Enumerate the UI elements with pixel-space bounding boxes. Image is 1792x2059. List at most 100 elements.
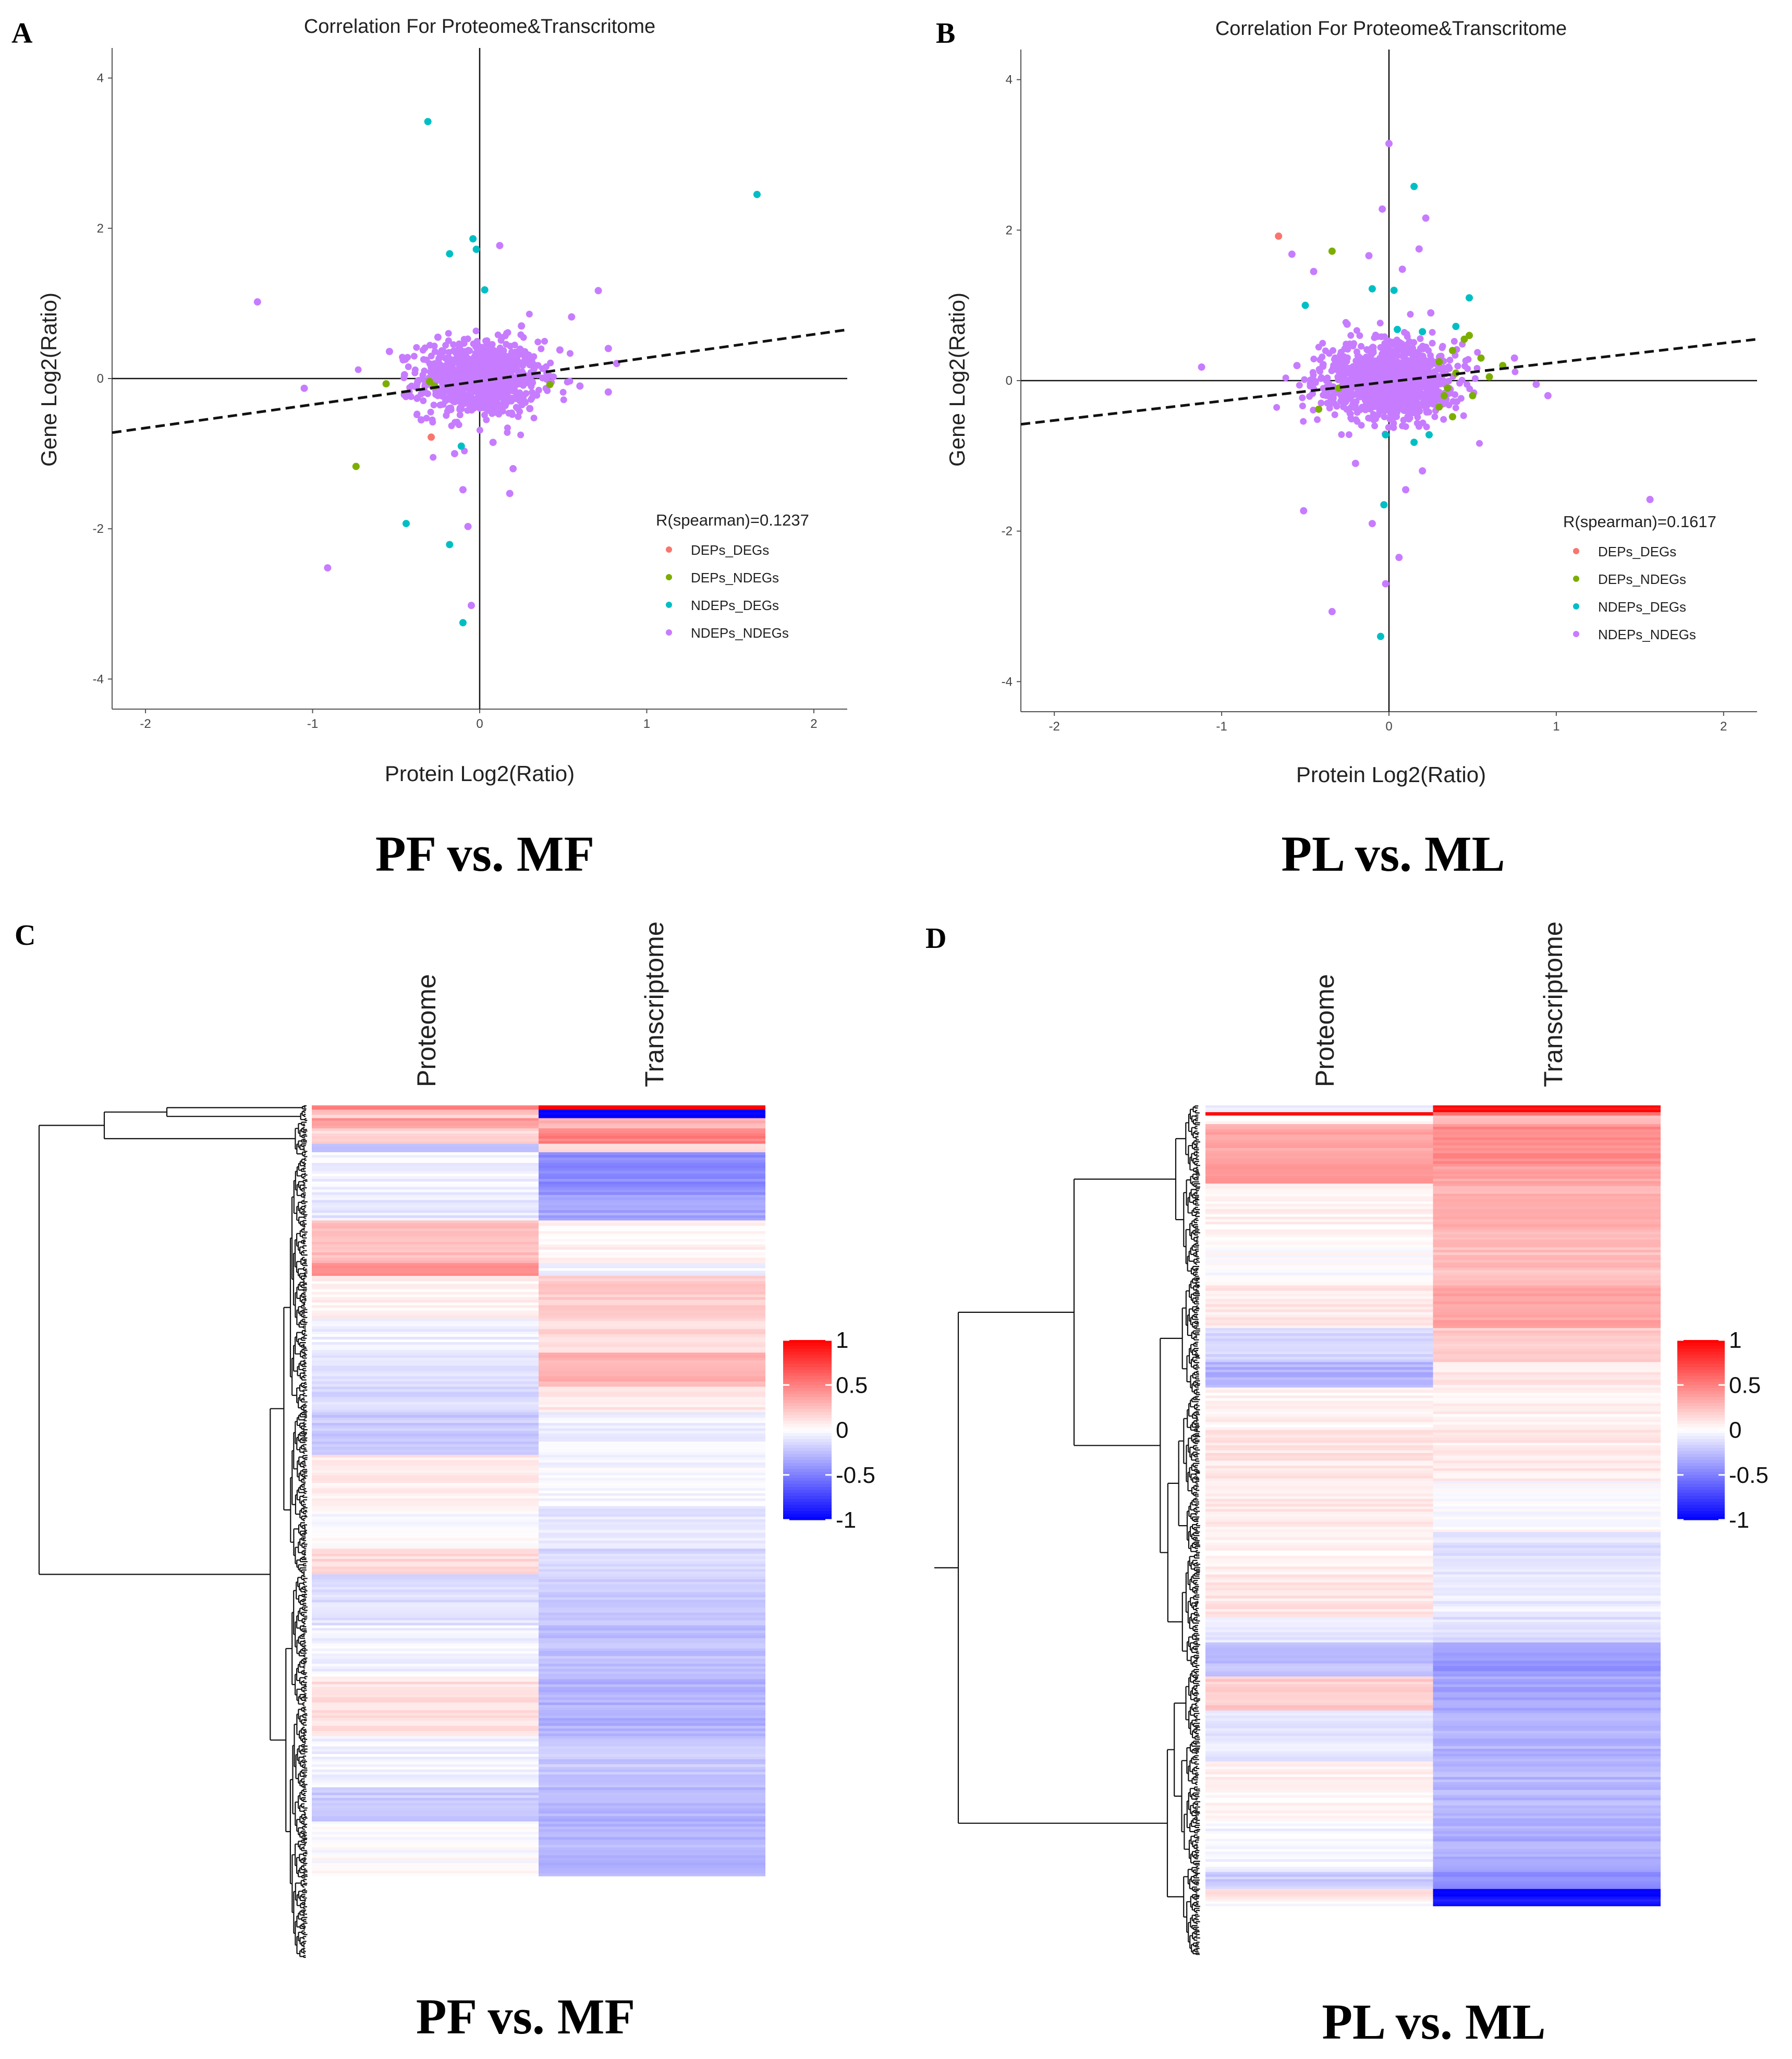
data-point-ndeps-ndegs-a xyxy=(403,393,410,400)
data-point-ndeps-ndegs-b xyxy=(1422,377,1429,384)
data-point-ndeps-ndegs-b xyxy=(1323,377,1330,384)
heat-cell-c xyxy=(539,1197,765,1201)
heat-cell-d xyxy=(1433,1314,1661,1318)
heat-cell-c xyxy=(312,1845,539,1848)
heat-cell-d xyxy=(1433,1617,1661,1620)
data-point-ndeps-degs-b xyxy=(1419,328,1427,336)
data-point-ndeps-ndegs-b xyxy=(1464,381,1471,388)
trend-line-b xyxy=(1020,338,1758,426)
heat-cell-d xyxy=(1433,1532,1661,1535)
colorbar-segment-d xyxy=(1677,1349,1725,1353)
heat-cell-d xyxy=(1205,1566,1433,1570)
heat-cell-d xyxy=(1433,1450,1661,1454)
data-point-ndeps-ndegs-b xyxy=(1471,375,1479,382)
heat-cell-c xyxy=(312,1228,539,1232)
chart-title-a: Correlation For Proteome&Transcritome xyxy=(304,16,655,38)
heat-cell-d xyxy=(1205,1614,1433,1617)
heat-cell-c xyxy=(312,1426,539,1429)
heat-cell-d xyxy=(1205,1640,1433,1643)
heat-cell-d xyxy=(1433,1715,1661,1719)
heat-cell-d xyxy=(1433,1374,1661,1378)
heat-cell-d xyxy=(1433,1171,1661,1174)
heat-cell-c xyxy=(312,1131,539,1134)
heat-cell-c xyxy=(312,1689,539,1692)
heat-cell-c xyxy=(312,1299,539,1303)
heat-cell-d xyxy=(1433,1537,1661,1541)
heat-cell-d xyxy=(1205,1178,1433,1181)
data-point-ndeps-ndegs-b xyxy=(1460,412,1467,419)
heat-cell-d xyxy=(1433,1648,1661,1651)
heat-cell-c xyxy=(312,1777,539,1780)
heat-cell-c xyxy=(539,1663,765,1667)
heat-cell-c xyxy=(539,1514,765,1517)
colorbar-segment-d xyxy=(1677,1490,1725,1493)
heat-cell-c xyxy=(539,1832,765,1835)
heat-cell-c xyxy=(312,1674,539,1677)
data-point-ndeps-ndegs-a xyxy=(604,345,612,352)
heat-cell-d xyxy=(1433,1800,1661,1804)
heat-cell-c xyxy=(539,1535,765,1539)
heat-cell-c xyxy=(539,1718,765,1721)
heat-cell-d xyxy=(1205,1782,1433,1785)
data-point-ndeps-degs-a xyxy=(472,246,480,253)
data-point-ndeps-ndegs-a xyxy=(550,373,557,380)
data-point-ndeps-ndegs-a xyxy=(411,366,419,373)
heat-cell-d xyxy=(1433,1789,1661,1793)
heat-cell-d xyxy=(1433,1121,1661,1125)
data-point-ndeps-ndegs-b xyxy=(1306,393,1313,400)
heat-cell-d xyxy=(1205,1382,1433,1385)
colorbar-segment-c xyxy=(783,1343,832,1347)
data-point-ndeps-ndegs-b xyxy=(1511,368,1519,375)
colorbar-segment-c xyxy=(783,1385,832,1388)
heat-cell-d xyxy=(1205,1896,1433,1900)
heat-cell-d xyxy=(1433,1548,1661,1551)
heat-cell-d xyxy=(1433,1877,1661,1880)
data-point-ndeps-ndegs-a xyxy=(476,345,483,352)
data-point-deps-ndegs-b xyxy=(1328,247,1336,255)
heat-cell-c xyxy=(312,1774,539,1777)
heat-cell-c xyxy=(312,1463,539,1466)
heat-cell-d xyxy=(1433,1682,1661,1685)
heat-cell-c xyxy=(539,1736,765,1739)
colorbar-segment-c xyxy=(783,1424,832,1428)
heat-cell-c xyxy=(539,1368,765,1371)
heat-cell-c xyxy=(539,1355,765,1358)
data-point-ndeps-ndegs-a xyxy=(428,352,435,360)
heat-cell-d xyxy=(1433,1296,1661,1299)
heat-cell-c xyxy=(312,1795,539,1798)
heat-cell-c xyxy=(539,1538,765,1541)
heat-cell-c xyxy=(312,1594,539,1598)
heat-cell-c xyxy=(312,1360,539,1363)
heat-cell-d xyxy=(1205,1364,1433,1368)
heat-cell-c xyxy=(539,1323,765,1327)
heat-cell-c xyxy=(539,1123,765,1126)
heat-cell-d xyxy=(1433,1514,1661,1517)
data-point-ndeps-ndegs-a xyxy=(385,348,393,356)
heat-cell-c xyxy=(312,1420,539,1423)
heat-cell-c xyxy=(539,1423,765,1426)
heat-cell-c xyxy=(539,1605,765,1608)
heat-cell-c xyxy=(312,1766,539,1770)
heat-cell-c xyxy=(539,1682,765,1685)
data-point-ndeps-ndegs-b xyxy=(1402,486,1410,494)
colorbar-segment-c xyxy=(783,1394,832,1397)
heat-cell-d xyxy=(1205,1395,1433,1399)
heat-cell-c xyxy=(312,1271,539,1274)
heat-cell-c xyxy=(539,1244,765,1248)
heat-cell-d xyxy=(1433,1593,1661,1597)
heat-cell-d xyxy=(1433,1751,1661,1755)
heat-cell-d xyxy=(1205,1504,1433,1507)
heat-cell-d xyxy=(1433,1129,1661,1132)
heat-cell-c xyxy=(312,1793,539,1796)
heat-cell-d xyxy=(1205,1293,1433,1297)
data-point-ndeps-ndegs-b xyxy=(1351,402,1359,409)
heat-cell-c xyxy=(312,1873,539,1877)
heat-cell-d xyxy=(1433,1357,1661,1360)
colorbar-tick-label-c-0: 1 xyxy=(836,1327,848,1353)
heat-cell-d xyxy=(1433,1344,1661,1347)
heat-cell-d xyxy=(1205,1219,1433,1222)
column-label-proteome-c: Proteome xyxy=(412,974,441,1087)
heat-cell-d xyxy=(1433,1204,1661,1207)
data-point-ndeps-ndegs-b xyxy=(1417,335,1424,342)
data-point-ndeps-ndegs-b xyxy=(1372,332,1379,338)
